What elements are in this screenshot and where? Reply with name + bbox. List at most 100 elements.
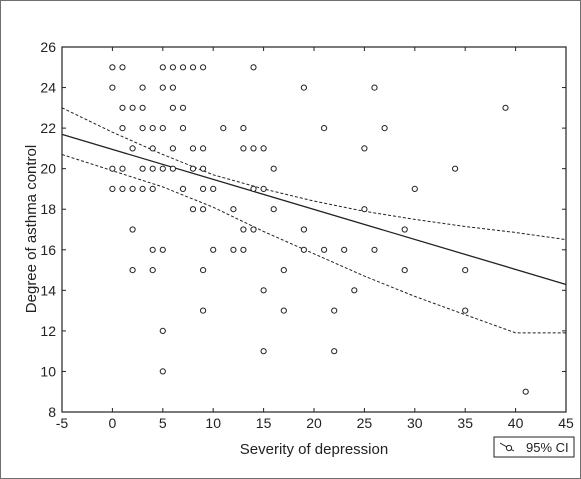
y-tick-label: 22 bbox=[40, 120, 56, 136]
data-point bbox=[260, 145, 267, 152]
data-point bbox=[270, 165, 277, 172]
x-tick-label: 15 bbox=[256, 415, 272, 431]
ci-lower-line bbox=[61, 154, 566, 334]
x-tick-label: 35 bbox=[457, 415, 473, 431]
legend-marker-sample bbox=[505, 444, 513, 452]
data-point bbox=[200, 267, 207, 274]
y-tick-label: 20 bbox=[40, 161, 56, 177]
data-point bbox=[462, 267, 469, 274]
x-tick-label: 5 bbox=[159, 415, 167, 431]
x-tick-label: 10 bbox=[205, 415, 221, 431]
x-tick-label: 40 bbox=[508, 415, 524, 431]
data-point bbox=[502, 104, 509, 111]
data-point bbox=[200, 145, 207, 152]
data-point bbox=[401, 226, 408, 233]
regression-line bbox=[61, 133, 567, 286]
data-point bbox=[169, 84, 176, 91]
y-tick-label: 24 bbox=[40, 80, 56, 96]
data-point bbox=[169, 104, 176, 111]
data-point bbox=[331, 348, 338, 355]
data-point bbox=[119, 185, 126, 192]
data-point bbox=[341, 246, 348, 253]
data-point bbox=[351, 287, 358, 294]
data-point bbox=[149, 125, 156, 132]
y-tick-label: 12 bbox=[40, 323, 56, 339]
data-point bbox=[139, 84, 146, 91]
data-point bbox=[169, 64, 176, 71]
data-point bbox=[169, 165, 176, 172]
data-point bbox=[149, 185, 156, 192]
data-point bbox=[159, 327, 166, 334]
x-tick-label: -5 bbox=[56, 415, 69, 431]
x-tick-label: 30 bbox=[407, 415, 423, 431]
data-point bbox=[159, 368, 166, 375]
data-point bbox=[361, 206, 368, 213]
data-points bbox=[109, 64, 529, 395]
data-point bbox=[280, 267, 287, 274]
data-point bbox=[371, 84, 378, 91]
data-point bbox=[331, 307, 338, 314]
y-tick-labels: 8 10 12 14 16 18 20 22 24 26 bbox=[40, 39, 56, 420]
regression-line-group bbox=[61, 133, 567, 286]
data-point bbox=[129, 185, 136, 192]
data-point bbox=[179, 104, 187, 111]
data-point bbox=[189, 206, 197, 213]
y-tick-label: 10 bbox=[40, 363, 56, 379]
data-point bbox=[149, 267, 156, 274]
x-axis-label: Severity of depression bbox=[240, 441, 388, 458]
data-point bbox=[200, 165, 207, 172]
data-point bbox=[300, 246, 307, 253]
data-point bbox=[230, 206, 237, 213]
data-point bbox=[119, 64, 126, 71]
x-tick-label: 45 bbox=[558, 415, 574, 431]
ci-upper-line bbox=[61, 107, 567, 241]
data-point bbox=[139, 165, 146, 172]
data-point bbox=[179, 64, 187, 71]
data-point bbox=[522, 388, 529, 395]
data-point bbox=[210, 185, 217, 192]
data-point bbox=[220, 125, 227, 132]
data-point bbox=[149, 145, 156, 152]
data-point bbox=[159, 165, 166, 172]
data-point bbox=[210, 246, 217, 253]
data-point bbox=[280, 307, 287, 314]
data-point bbox=[200, 206, 207, 213]
x-tick-label: 25 bbox=[357, 415, 373, 431]
data-point bbox=[119, 165, 126, 172]
x-tick-labels: -5 0 5 10 15 20 25 30 35 40 45 bbox=[56, 415, 574, 431]
y-tick-label: 14 bbox=[40, 282, 56, 298]
data-point bbox=[159, 64, 166, 71]
data-point bbox=[169, 145, 176, 152]
data-point bbox=[149, 165, 156, 172]
data-point bbox=[119, 125, 126, 132]
data-point bbox=[189, 145, 197, 152]
data-point bbox=[240, 145, 247, 152]
data-point bbox=[109, 165, 116, 172]
data-point bbox=[230, 246, 237, 253]
data-point bbox=[129, 267, 136, 274]
data-point bbox=[200, 307, 207, 314]
data-point bbox=[109, 185, 116, 192]
data-point bbox=[321, 246, 328, 253]
data-point bbox=[452, 165, 459, 172]
data-point bbox=[159, 125, 166, 132]
data-point bbox=[240, 226, 247, 233]
data-point bbox=[200, 64, 207, 71]
data-point bbox=[250, 64, 257, 71]
data-point bbox=[129, 104, 136, 111]
data-point bbox=[139, 185, 146, 192]
data-point bbox=[250, 185, 257, 192]
data-point bbox=[129, 145, 136, 152]
data-point bbox=[139, 125, 146, 132]
y-tick-label: 18 bbox=[40, 201, 56, 217]
data-point bbox=[189, 165, 197, 172]
y-tick-label: 8 bbox=[48, 404, 56, 420]
data-point bbox=[240, 125, 247, 132]
data-point bbox=[139, 104, 146, 111]
data-point bbox=[189, 64, 197, 71]
legend-label: 95% CI bbox=[526, 440, 569, 455]
data-point bbox=[411, 185, 418, 192]
data-point bbox=[401, 267, 408, 274]
